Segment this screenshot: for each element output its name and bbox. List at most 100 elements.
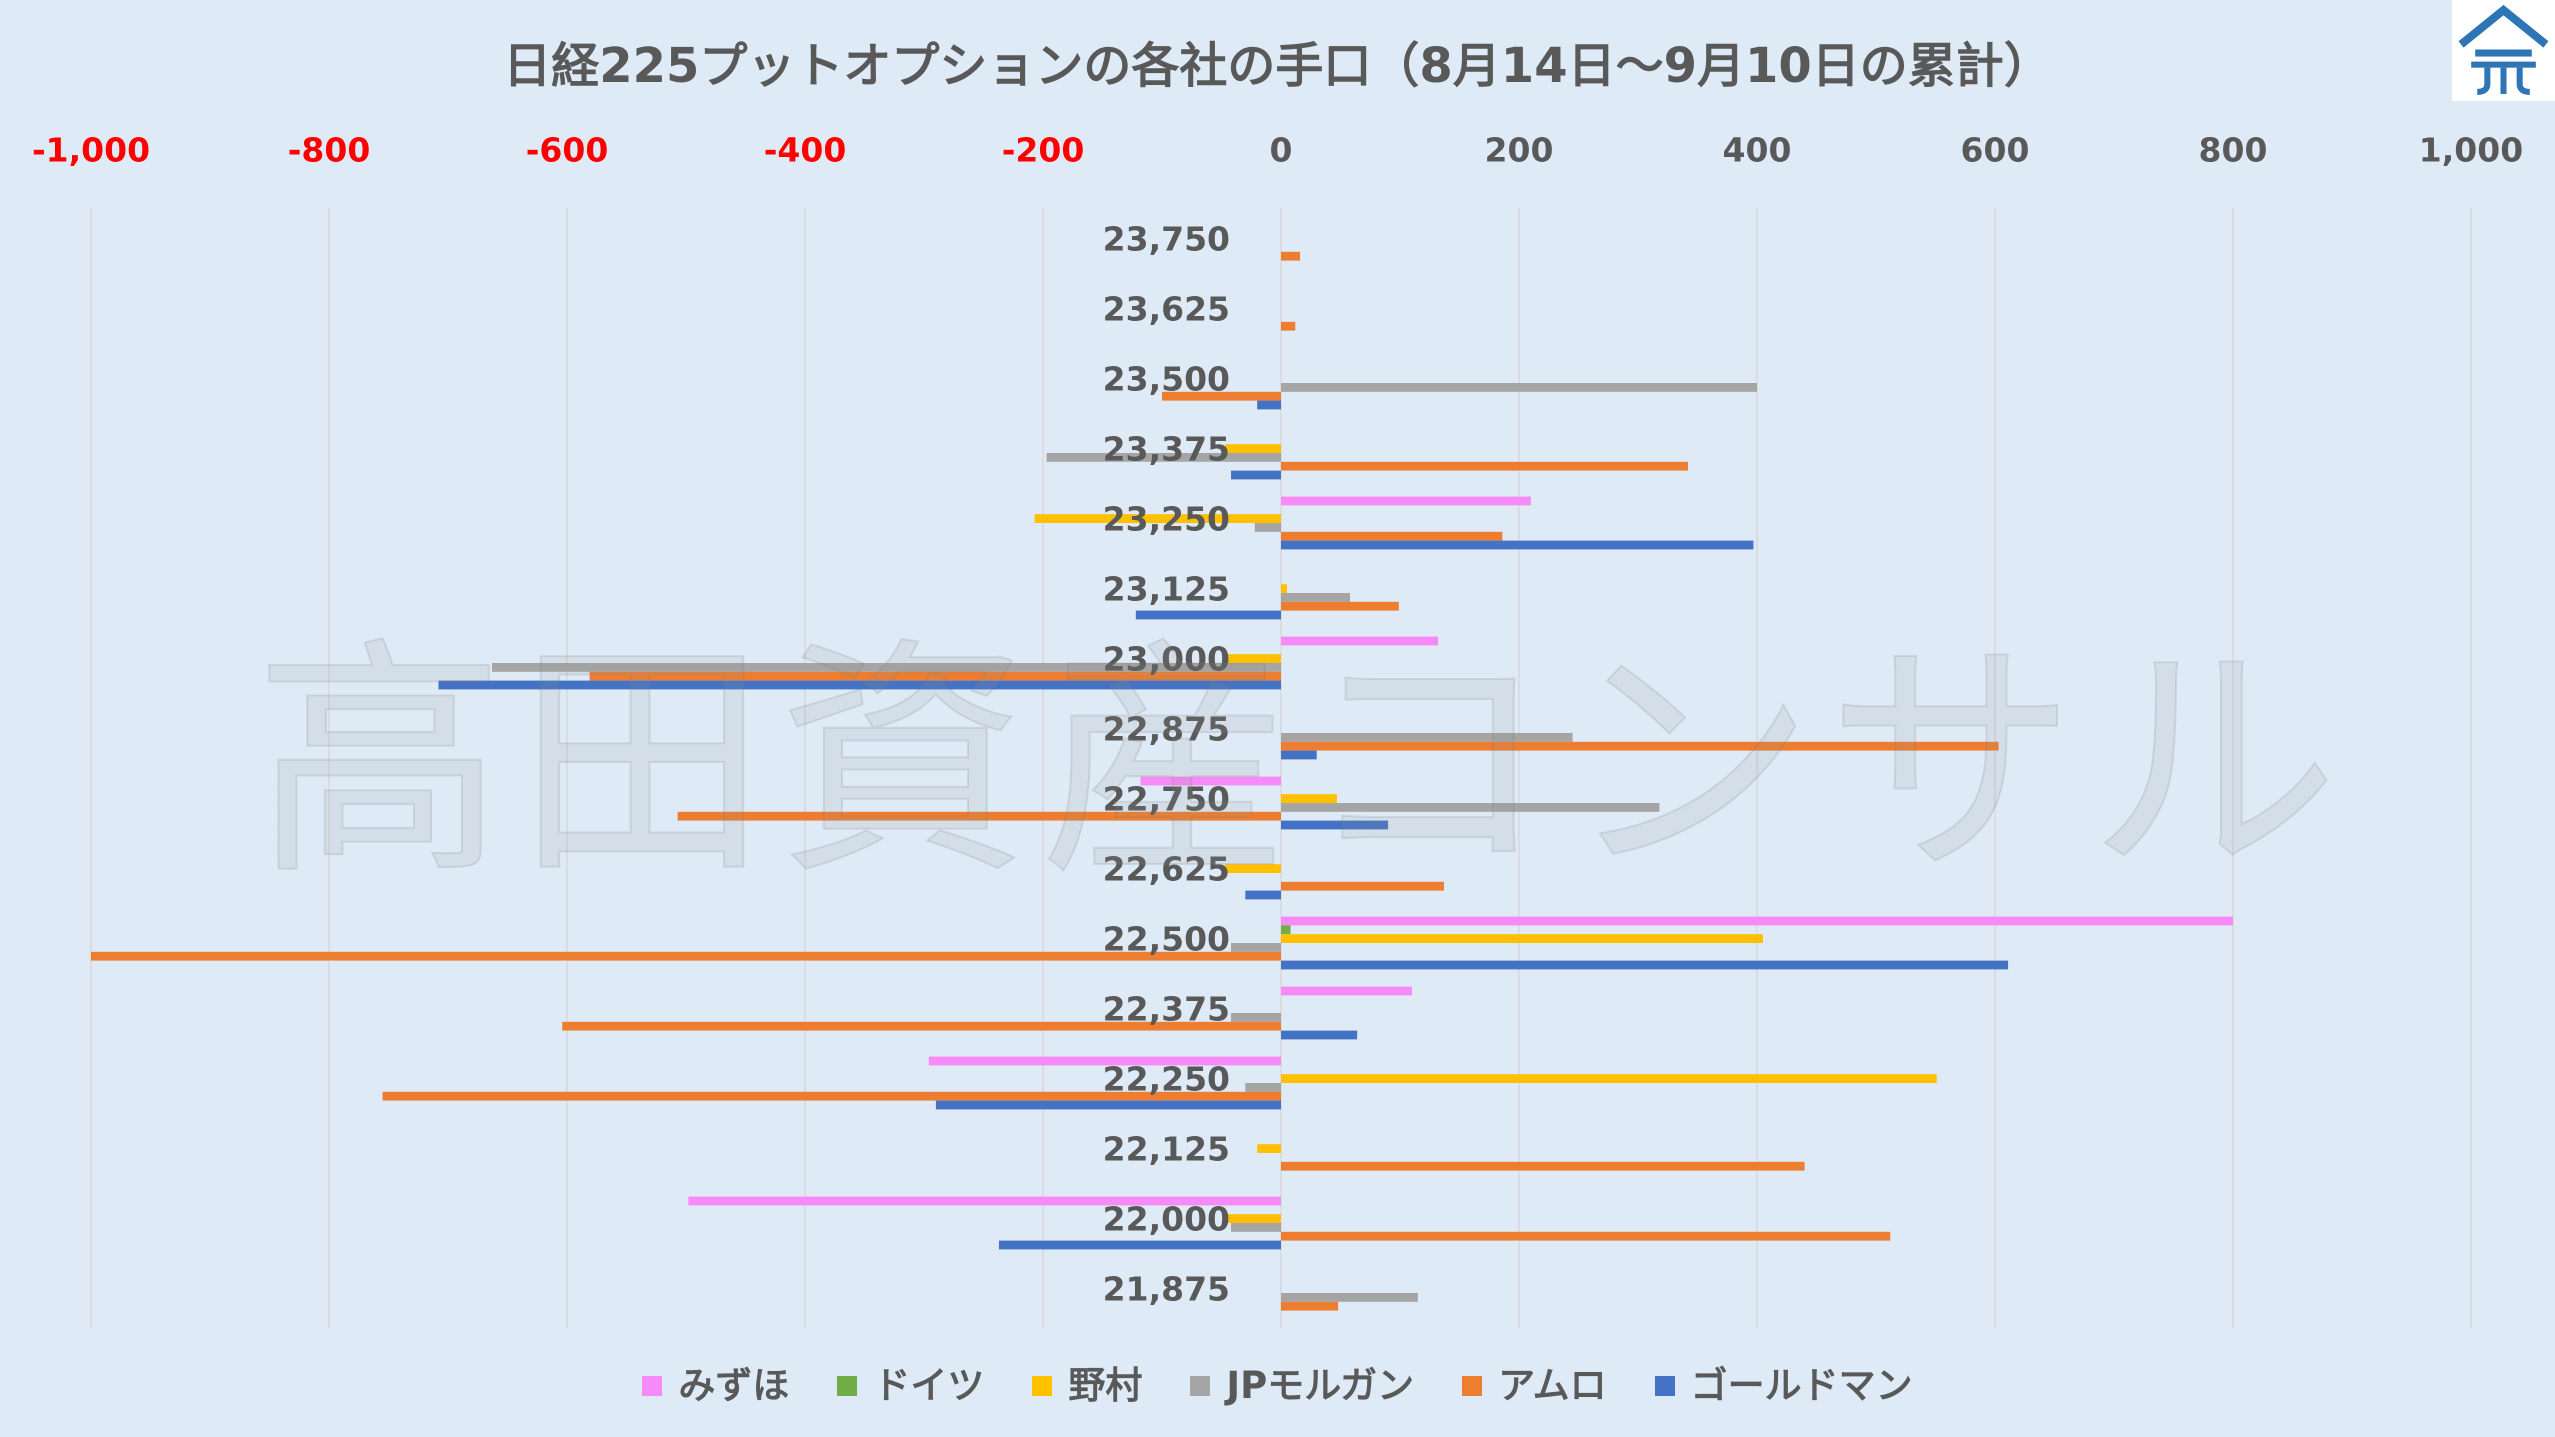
bar [1254,523,1281,532]
bar [1231,1223,1281,1232]
bar [1281,251,1301,261]
legend-label: みずほ [678,1364,790,1407]
legend-item: ドイツ [837,1362,984,1410]
bar [1281,593,1351,602]
x-tick-label: -400 [764,131,847,170]
bar [1231,943,1281,952]
x-axis: -1,000 -800 -600 -400 -200 0 200 400 600 800 1,000 [32,131,2523,170]
legend-item: JPモルガン [1190,1362,1414,1410]
bar [1281,540,1754,550]
bar [1281,733,1573,742]
bar [1281,1161,1805,1171]
bar [1281,461,1688,471]
y-category-label: 22,250 [1103,1060,1230,1099]
bar [1281,383,1757,392]
bar [1281,803,1660,812]
bar [1257,1144,1281,1153]
bar [1281,496,1531,506]
bar [1281,1030,1358,1040]
x-tick-label: 1,000 [2419,131,2523,170]
y-category-label: 22,500 [1103,920,1230,959]
y-category-label: 21,875 [1103,1270,1230,1309]
bar [1281,916,2233,926]
legend-label: ゴールドマン [1690,1364,1913,1407]
y-category-label: 23,750 [1103,220,1230,259]
bar [1281,986,1412,996]
legend-item: アムロ [1462,1362,1607,1410]
y-category-label: 22,125 [1103,1130,1230,1169]
bar [562,1021,1281,1031]
bar [1034,514,1281,523]
bar [1281,794,1337,803]
y-category-label: 22,625 [1103,850,1230,889]
series-5-bars [91,251,1999,1311]
chart-title: 日経225プットオプションの各社の手口（8月14日～9月10日の累計） [503,38,2052,94]
series-3-bars [1034,444,1937,1223]
bar [1281,636,1439,646]
bar [382,1091,1281,1101]
y-category-label: 22,750 [1103,780,1230,819]
bar [1281,934,1763,943]
y-category-label: 23,000 [1103,640,1230,679]
y-category-label: 22,875 [1103,710,1230,749]
legend-item: みずほ [642,1362,789,1410]
bar [1046,453,1281,462]
bar [1281,601,1399,611]
x-tick-label: -200 [1002,131,1085,170]
x-tick-label: -600 [526,131,609,170]
y-category-label: 23,500 [1103,360,1230,399]
legend-item: ゴールドマン [1654,1362,1913,1410]
bar [1281,820,1389,830]
bar [1257,400,1281,410]
bars [91,251,2233,1311]
bar [1281,1074,1937,1083]
x-tick-label: 600 [1961,131,2030,170]
y-category-label: 22,000 [1103,1200,1230,1239]
legend-label: ドイツ [873,1364,985,1407]
bar [1140,776,1281,786]
x-tick-label: 800 [2199,131,2268,170]
gridlines [90,208,2472,1328]
y-axis: 23,750 23,625 23,500 23,375 23,250 23,125 23,0… [1103,220,1230,1309]
legend: みずほ ドイツ 野村 JPモルガン アムロ ゴールドマン [0,1362,2555,1410]
series-1-bars [688,496,2233,1206]
legend-swatch [1462,1376,1483,1396]
legend-swatch [1654,1376,1675,1396]
x-tick-label: 400 [1723,131,1792,170]
bar [1281,750,1317,760]
bar [1281,531,1503,541]
bar [1225,1214,1281,1223]
bar [1225,444,1281,453]
bar [1281,584,1287,593]
house-roof-logo-icon [2458,4,2549,95]
bar [1135,610,1281,620]
bar [1162,391,1281,401]
bar [492,663,1281,672]
bar [1245,890,1281,900]
legend-swatch [1190,1376,1211,1396]
series-6-bars [438,400,2009,1250]
bar [1281,321,1296,331]
bar [1281,741,1999,751]
bar [1281,1301,1339,1311]
bar [1231,470,1281,480]
x-tick-label: 200 [1485,131,1554,170]
bar [998,1240,1281,1250]
bar [438,680,1282,690]
company-logo [2452,0,2555,101]
bar [1281,881,1445,891]
bar [935,1100,1281,1110]
x-tick-label: -1,000 [32,131,150,170]
bar [1281,1293,1418,1302]
legend-label: 野村 [1068,1364,1143,1407]
x-tick-label: -800 [288,131,371,170]
legend-item: 野村 [1032,1362,1142,1410]
legend-label: JPモルガン [1226,1364,1415,1407]
legend-label: アムロ [1498,1364,1607,1407]
legend-swatch [837,1376,858,1396]
y-category-label: 23,375 [1103,430,1230,469]
bar [1245,1083,1281,1092]
bar [1231,1013,1281,1022]
series-4-bars [492,383,1757,1302]
